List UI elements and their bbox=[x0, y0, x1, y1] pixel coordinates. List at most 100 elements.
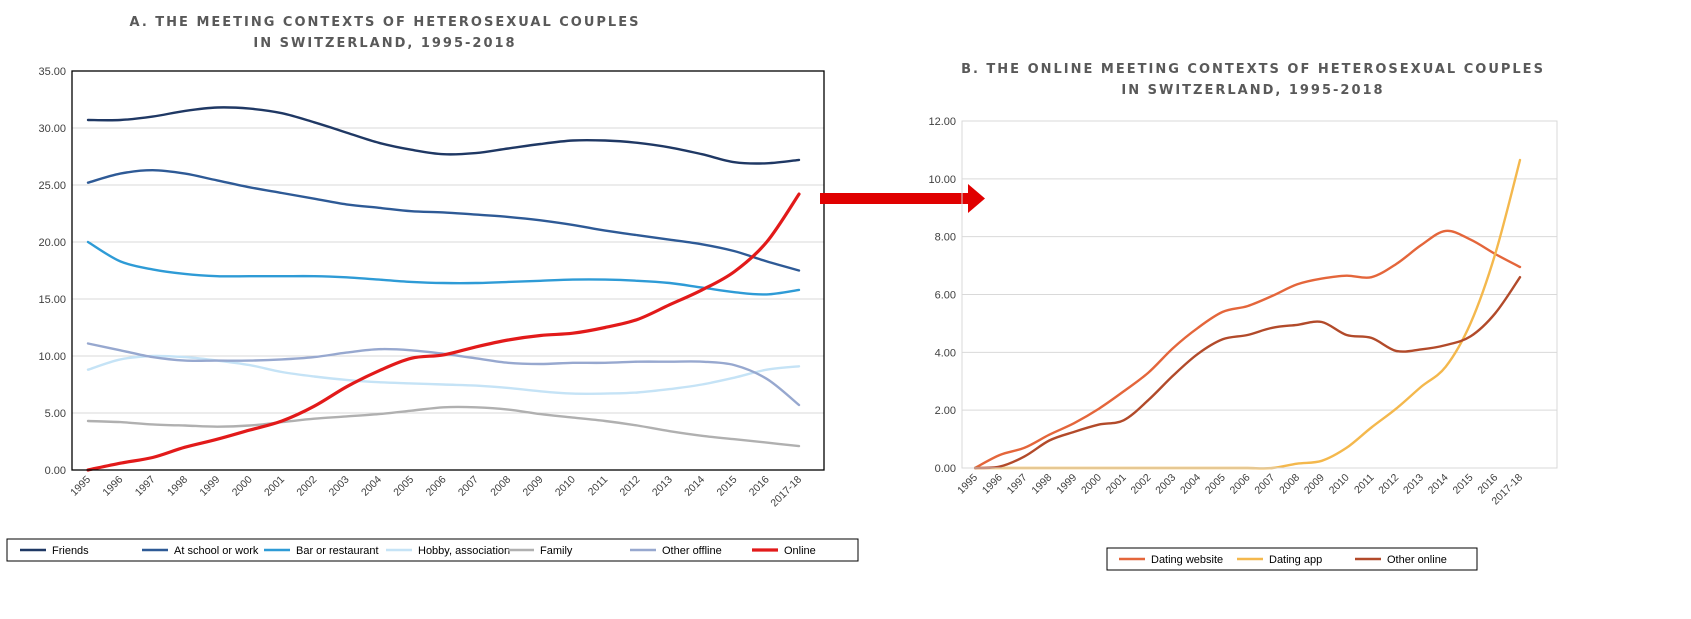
x-tick-label: 1997 bbox=[1005, 472, 1030, 497]
x-tick-label: 2007 bbox=[1252, 472, 1277, 497]
legend-box bbox=[1106, 547, 1478, 571]
legend-label-hobby-association: Hobby, association bbox=[418, 545, 510, 557]
chart-b-y-tick-labels: 0.00 2.00 4.00 6.00 8.00 10.00 12.00 bbox=[928, 116, 956, 475]
x-tick-label: 2009 bbox=[521, 474, 546, 499]
x-tick-label: 2012 bbox=[1376, 472, 1401, 497]
x-tick-label: 2016 bbox=[747, 474, 772, 499]
series-line-hobby-association bbox=[86, 354, 801, 396]
y-tick-label: 20.00 bbox=[38, 237, 66, 249]
chart-a-title-line-2: IN SWITZERLAND, 1995-2018 bbox=[253, 36, 516, 51]
y-tick-label: 35.00 bbox=[38, 66, 66, 78]
x-tick-label: 2001 bbox=[1104, 472, 1129, 497]
chart-a-plot-frame bbox=[71, 70, 825, 471]
chart-a-title-line-1: A. THE MEETING CONTEXTS OF HETEROSEXUAL … bbox=[130, 15, 641, 30]
x-tick-label: 2002 bbox=[294, 474, 319, 499]
chart-a-y-tick-labels: 0.00 5.00 10.00 15.00 20.00 25.00 30.00 35.00 bbox=[38, 66, 66, 477]
x-tick-label: 1996 bbox=[100, 474, 125, 499]
legend-box bbox=[6, 538, 859, 562]
series-line-family bbox=[86, 405, 801, 448]
x-tick-label: 2013 bbox=[650, 474, 675, 499]
x-tick-label: 1998 bbox=[165, 474, 190, 499]
x-tick-label: 1998 bbox=[1029, 472, 1054, 497]
x-tick-label: 2013 bbox=[1401, 472, 1426, 497]
series-line-online bbox=[86, 192, 801, 472]
x-tick-label: 2015 bbox=[1451, 472, 1476, 497]
series-line-other-offline bbox=[86, 342, 801, 407]
x-tick-label: 1995 bbox=[955, 472, 980, 497]
x-tick-label: 1999 bbox=[197, 474, 222, 499]
x-tick-label: 2008 bbox=[488, 474, 513, 499]
chart-a-series-lines bbox=[86, 106, 801, 472]
x-tick-label: 2012 bbox=[618, 474, 643, 499]
y-tick-label: 8.00 bbox=[935, 232, 956, 244]
chart-b-plot-frame bbox=[961, 120, 1558, 469]
x-tick-label: 2004 bbox=[359, 474, 384, 499]
series-line-dating-app bbox=[973, 158, 1522, 470]
x-tick-label: 2005 bbox=[391, 474, 416, 499]
x-tick-label: 2003 bbox=[1153, 472, 1178, 497]
y-tick-label: 4.00 bbox=[935, 347, 956, 359]
chart-a-legend: Friends At school or work Bar or restauran… bbox=[6, 538, 859, 562]
chart-b-series-lines bbox=[973, 158, 1522, 470]
arrow-shaft bbox=[820, 193, 968, 204]
chart-a: A. THE MEETING CONTEXTS OF HETEROSEXUAL … bbox=[6, 15, 859, 562]
x-tick-label: 2003 bbox=[327, 474, 352, 499]
x-tick-label: 2002 bbox=[1129, 472, 1154, 497]
x-tick-label: 2015 bbox=[714, 474, 739, 499]
x-tick-label: 1996 bbox=[980, 472, 1005, 497]
x-tick-label: 2005 bbox=[1203, 472, 1228, 497]
y-tick-label: 25.00 bbox=[38, 180, 66, 192]
x-tick-label: 2006 bbox=[424, 474, 449, 499]
x-tick-label: 2011 bbox=[1352, 472, 1377, 497]
y-tick-label: 0.00 bbox=[45, 465, 66, 477]
legend-label-bar-or-restaurant: Bar or restaurant bbox=[296, 545, 379, 557]
x-tick-label: 2008 bbox=[1277, 472, 1302, 497]
y-tick-label: 2.00 bbox=[935, 405, 956, 417]
legend-label-online: Online bbox=[784, 545, 816, 557]
y-tick-label: 12.00 bbox=[928, 116, 956, 128]
y-tick-label: 5.00 bbox=[45, 408, 66, 420]
x-tick-label: 1997 bbox=[133, 474, 158, 499]
x-tick-label: 2001 bbox=[262, 474, 287, 499]
legend-label-other-offline: Other offline bbox=[662, 545, 722, 557]
x-tick-label: 2010 bbox=[1327, 472, 1352, 497]
chart-a-gridlines bbox=[72, 127, 824, 414]
chart-b-legend: Dating website Dating app Other online bbox=[1106, 547, 1478, 571]
x-tick-label: 2000 bbox=[1079, 472, 1104, 497]
x-tick-label: 2014 bbox=[1426, 472, 1451, 497]
chart-b-title-line-2: IN SWITZERLAND, 1995-2018 bbox=[1121, 83, 1384, 98]
legend-label-friends: Friends bbox=[52, 545, 89, 557]
y-tick-label: 0.00 bbox=[935, 463, 956, 475]
chart-b-x-tick-labels: 1995 1996 1997 1998 1999 2000 2001 2002 2003 2004… bbox=[955, 472, 1525, 508]
legend-label-family: Family bbox=[540, 545, 573, 557]
x-tick-label: 2017-18 bbox=[768, 474, 804, 510]
x-tick-label: 2010 bbox=[553, 474, 578, 499]
chart-b-gridlines bbox=[962, 178, 1557, 411]
legend-label-dating-app: Dating app bbox=[1269, 554, 1322, 566]
series-line-friends bbox=[86, 106, 801, 165]
x-tick-label: 2009 bbox=[1302, 472, 1327, 497]
x-tick-label: 1995 bbox=[68, 474, 93, 499]
x-tick-label: 2014 bbox=[682, 474, 707, 499]
legend-label-at-school-or-work: At school or work bbox=[174, 545, 259, 557]
y-tick-label: 6.00 bbox=[935, 290, 956, 302]
y-tick-label: 30.00 bbox=[38, 123, 66, 135]
legend-label-dating-website: Dating website bbox=[1151, 554, 1223, 566]
series-line-dating-website bbox=[973, 229, 1522, 470]
x-tick-label: 2011 bbox=[586, 474, 611, 499]
x-tick-label: 1999 bbox=[1054, 472, 1079, 497]
x-tick-label: 2007 bbox=[456, 474, 481, 499]
chart-b-title-line-1: B. THE ONLINE MEETING CONTEXTS OF HETERO… bbox=[961, 62, 1545, 77]
x-tick-label: 2004 bbox=[1178, 472, 1203, 497]
series-line-at-school-or-work bbox=[86, 169, 801, 272]
series-line-other-online bbox=[973, 276, 1522, 470]
series-line-bar-or-restaurant bbox=[86, 240, 801, 296]
y-tick-label: 15.00 bbox=[38, 294, 66, 306]
transition-arrow bbox=[820, 184, 985, 213]
legend-label-other-online: Other online bbox=[1387, 554, 1447, 566]
y-tick-label: 10.00 bbox=[38, 351, 66, 363]
y-tick-label: 10.00 bbox=[928, 174, 956, 186]
chart-b: B. THE ONLINE MEETING CONTEXTS OF HETERO… bbox=[928, 62, 1558, 571]
x-tick-label: 2000 bbox=[230, 474, 255, 499]
